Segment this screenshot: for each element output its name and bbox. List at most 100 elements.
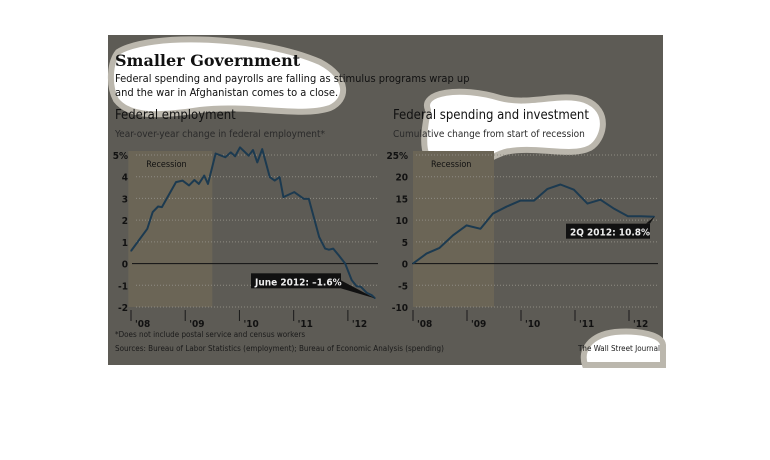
data-point xyxy=(360,286,362,288)
data-point xyxy=(198,183,200,185)
data-point xyxy=(640,215,642,217)
x-tick-label: '11 xyxy=(298,319,313,330)
data-point xyxy=(269,176,271,178)
x-tick-label: '09 xyxy=(189,319,204,330)
highlight-blob-credit xyxy=(580,328,666,368)
x-tick-label: '11 xyxy=(579,319,594,330)
wsj-credit: The Wall Street Journal xyxy=(577,344,660,353)
data-point xyxy=(152,211,154,213)
x-tick-label: '09 xyxy=(471,319,486,330)
data-point xyxy=(627,215,629,217)
x-tick-label: '08 xyxy=(135,319,150,330)
data-point xyxy=(214,152,217,155)
data-point xyxy=(157,205,159,208)
data-point xyxy=(586,203,589,205)
highlight-blob-title xyxy=(108,36,347,118)
data-point xyxy=(546,188,549,190)
annotation-pointer xyxy=(646,216,655,224)
data-point xyxy=(479,228,482,230)
federal-employment-chart: Federal employment Year-over-year change … xyxy=(113,108,378,330)
recession-band xyxy=(413,151,494,307)
data-point xyxy=(492,213,494,215)
x-tick-label: '12 xyxy=(352,319,367,330)
chart-subtitle: Cumulative change from start of recessio… xyxy=(393,129,585,140)
data-point xyxy=(256,161,258,163)
subtitle-line1: Federal spending and payrolls are fallin… xyxy=(115,72,469,85)
data-point xyxy=(175,181,177,183)
data-point xyxy=(193,179,196,181)
data-point xyxy=(412,262,414,265)
data-point xyxy=(224,156,226,158)
annotation-pointer xyxy=(341,280,375,299)
data-point xyxy=(261,148,263,150)
y-tick-label: 20 xyxy=(395,173,408,184)
recession-band xyxy=(128,151,213,307)
data-point xyxy=(344,262,346,265)
data-point xyxy=(207,183,209,185)
data-point xyxy=(328,249,330,251)
data-point xyxy=(355,285,358,287)
annotation-label: June 2012: –1.6% xyxy=(254,277,342,288)
sources: Sources: Bureau of Labor Statistics (emp… xyxy=(115,344,444,353)
y-tick-label: 25% xyxy=(386,151,408,162)
x-tick-label: '10 xyxy=(243,319,258,330)
data-point xyxy=(203,175,205,177)
data-point xyxy=(161,206,163,208)
x-tick-label: '10 xyxy=(525,319,540,330)
data-point xyxy=(308,198,310,200)
data-point xyxy=(274,180,276,182)
data-point xyxy=(351,279,353,281)
annotation-box xyxy=(566,223,650,239)
chart-title: Federal employment xyxy=(115,108,236,123)
chart-title: Federal spending and investment xyxy=(393,108,589,123)
data-point xyxy=(278,176,281,178)
data-point xyxy=(188,184,190,186)
y-tick-label: 3 xyxy=(122,194,128,205)
data-point xyxy=(505,206,508,208)
data-point xyxy=(248,155,250,157)
x-tick-label: '12 xyxy=(633,319,648,330)
data-point xyxy=(181,180,184,182)
data-point xyxy=(559,183,562,186)
data-point xyxy=(130,250,132,252)
data-point xyxy=(519,200,522,202)
y-tick-label: 2 xyxy=(122,216,128,227)
y-tick-label: -1 xyxy=(118,281,128,292)
recession-label: Recession xyxy=(431,160,471,170)
data-point xyxy=(366,292,368,294)
data-point xyxy=(230,151,232,153)
data-point xyxy=(599,199,601,201)
data-point xyxy=(324,247,326,250)
y-tick-label: -10 xyxy=(392,303,408,314)
y-tick-label: -5 xyxy=(398,281,408,292)
y-tick-label: 5% xyxy=(113,151,128,162)
data-point xyxy=(438,247,441,249)
chart-subtitle: Year-over-year change in federal employm… xyxy=(114,129,326,140)
y-tick-label: 15 xyxy=(395,194,408,205)
page-title: Smaller Government xyxy=(115,51,301,70)
y-tick-label: 0 xyxy=(122,260,128,271)
data-point xyxy=(332,247,334,250)
data-point xyxy=(573,189,575,191)
federal-spending-chart: Federal spending and investment Cumulativ… xyxy=(386,108,658,330)
recession-label: Recession xyxy=(146,160,186,170)
data-point xyxy=(234,155,236,157)
data-point xyxy=(533,200,535,202)
data-point xyxy=(371,294,373,296)
data-point xyxy=(282,196,284,198)
subtitle-line2: and the war in Afghanistan comes to a cl… xyxy=(115,86,338,99)
y-tick-label: 5 xyxy=(402,238,408,249)
data-point xyxy=(452,234,454,236)
y-tick-label: 1 xyxy=(122,238,128,249)
data-point xyxy=(303,198,305,200)
annotation-box xyxy=(251,273,341,289)
data-point xyxy=(425,252,428,255)
data-point xyxy=(318,236,320,238)
x-tick-label: '08 xyxy=(417,319,432,330)
data-point xyxy=(338,254,340,256)
data-point xyxy=(465,224,468,226)
y-tick-label: -2 xyxy=(118,303,128,314)
y-tick-label: 0 xyxy=(402,260,408,271)
y-tick-label: 4 xyxy=(122,173,128,184)
